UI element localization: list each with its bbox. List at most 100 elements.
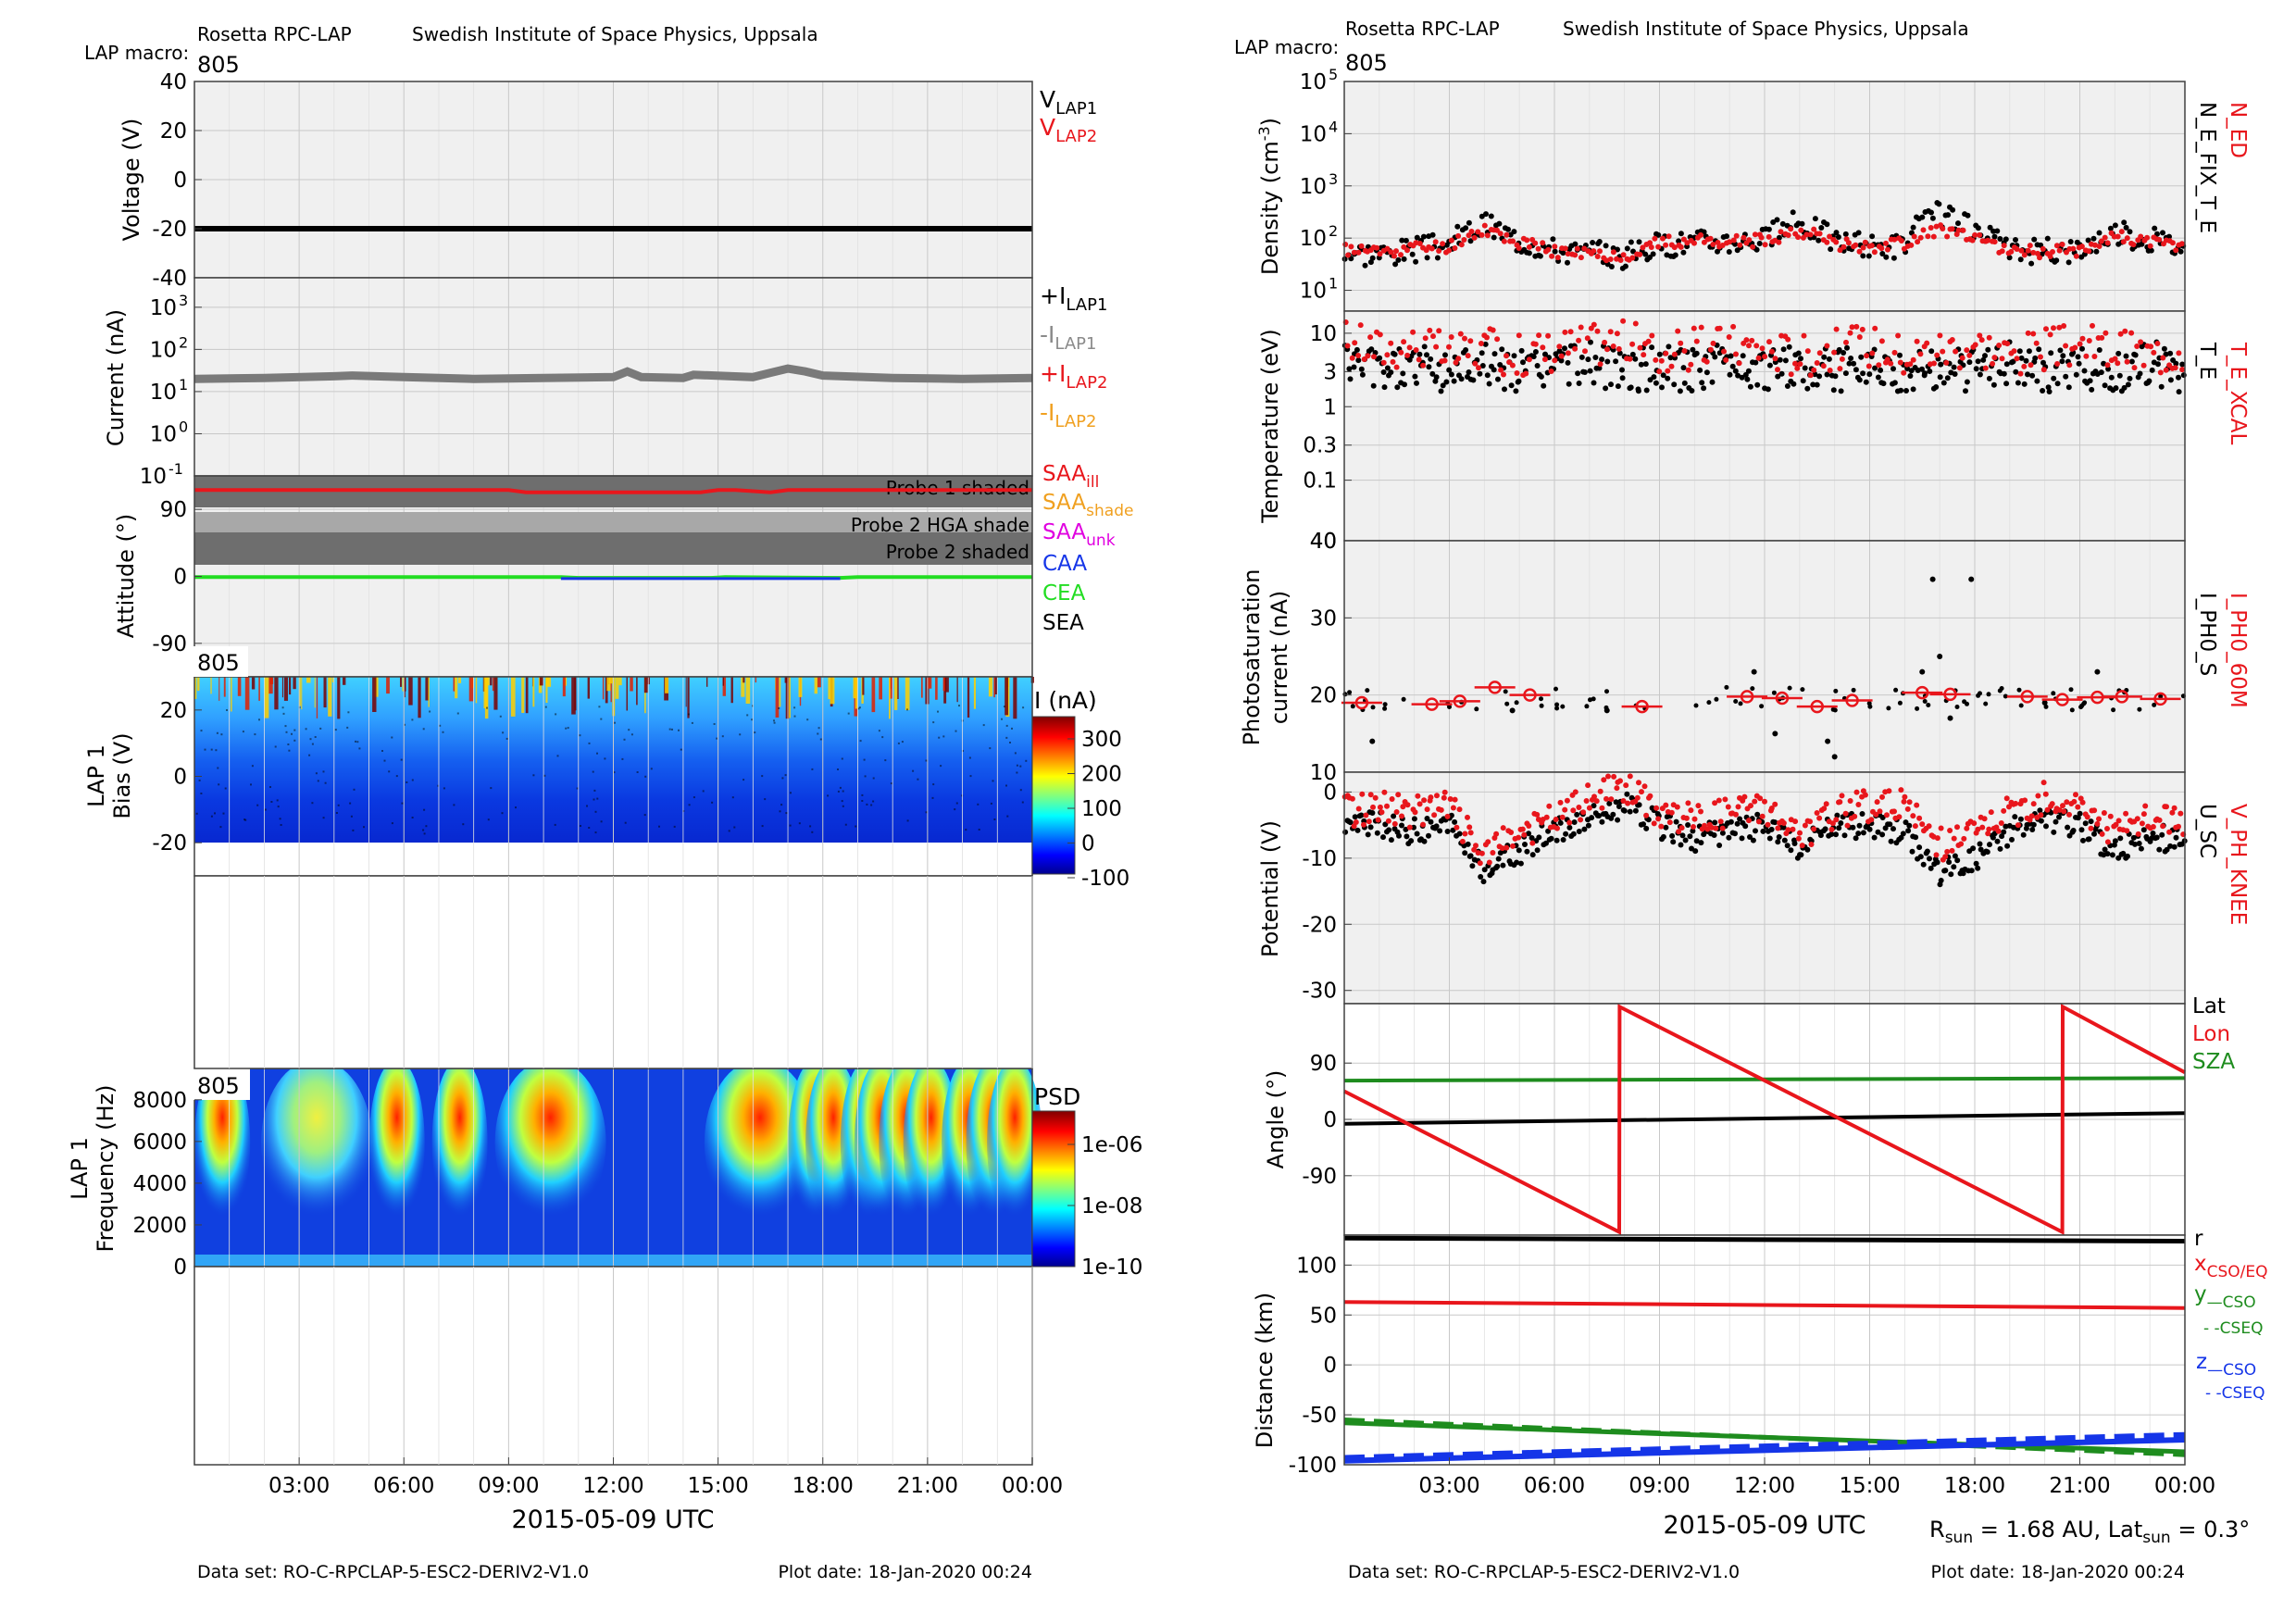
bias-speck <box>872 777 875 780</box>
data-point <box>2096 347 2103 353</box>
data-point <box>1879 251 1886 256</box>
data-point <box>2127 375 2133 381</box>
current-series-ilap1 <box>193 364 1033 383</box>
data-point <box>1709 379 1716 385</box>
bias-speck <box>623 738 626 741</box>
bias-ylabel-line1: LAP 1 <box>83 744 109 807</box>
data-point <box>2078 827 2085 833</box>
data-point <box>1401 339 1407 345</box>
data-point <box>1361 821 1366 828</box>
bias-speck <box>291 732 293 735</box>
data-point <box>1685 822 1691 828</box>
data-point <box>1436 248 1442 254</box>
data-point <box>2088 825 2094 831</box>
bias-speck <box>576 787 579 790</box>
data-point <box>1653 805 1660 811</box>
ph-point <box>1603 705 1609 710</box>
data-point <box>2016 348 2023 355</box>
bias-streak <box>665 677 669 693</box>
ph-mean-marker <box>1915 685 1929 700</box>
data-point <box>1997 236 2003 242</box>
ph-point <box>1504 701 1510 706</box>
bias-speck <box>1005 736 1008 739</box>
data-point <box>2112 356 2118 362</box>
data-point <box>1839 356 1845 362</box>
bias-speck <box>204 748 206 751</box>
data-point <box>1750 837 1756 843</box>
bias-speck <box>600 718 603 720</box>
data-point <box>2113 821 2119 828</box>
data-point <box>2109 852 2115 858</box>
data-point <box>2091 831 2097 837</box>
distance-series-z-cseq <box>1343 1431 2186 1461</box>
data-point <box>1829 820 1836 827</box>
data-point <box>1910 386 1916 393</box>
ytick-exponent: 3 <box>179 292 188 309</box>
data-point <box>1666 819 1673 826</box>
data-point <box>1758 234 1765 241</box>
data-point <box>1910 356 1916 363</box>
data-point <box>1732 368 1739 374</box>
data-point <box>1585 356 1591 363</box>
bias-speck <box>1001 718 1003 720</box>
data-point <box>1798 356 1803 362</box>
data-point <box>1780 824 1787 831</box>
potential-ylabel: Potential (V) <box>1257 820 1283 957</box>
data-point <box>1402 381 1407 388</box>
bias-speck <box>604 757 606 760</box>
data-point <box>2001 370 2007 377</box>
bias-speck <box>989 747 992 750</box>
data-point <box>1643 812 1650 818</box>
data-point <box>1481 867 1488 873</box>
data-point <box>1429 245 1435 252</box>
bias-speck <box>242 731 244 733</box>
data-point <box>1342 242 1349 247</box>
data-point <box>1794 365 1801 371</box>
data-point <box>1553 817 1559 822</box>
data-point <box>1404 833 1410 840</box>
data-point <box>2013 369 2019 375</box>
data-point <box>2142 803 2149 809</box>
xtick-label: 09:00 <box>1628 1474 1690 1498</box>
data-point <box>1529 840 1536 846</box>
ph-point <box>1706 700 1712 706</box>
data-point <box>1741 793 1748 800</box>
current-legend-plus-ilap1: +ILAP1 <box>1040 282 1107 315</box>
bias-yticks: 200-20 <box>152 699 202 856</box>
bias-streak <box>687 677 690 718</box>
data-point <box>1529 835 1535 841</box>
data-point <box>1406 344 1413 351</box>
data-point <box>2029 372 2036 379</box>
bias-streak <box>293 677 296 690</box>
data-point <box>1768 348 1775 355</box>
data-point <box>1603 243 1609 249</box>
data-point <box>2003 823 2009 830</box>
bias-speck <box>592 770 594 773</box>
data-point <box>1452 245 1458 251</box>
ytick-label: 2000 <box>132 1214 187 1238</box>
bias-speck <box>857 707 860 710</box>
data-point <box>1681 348 1688 354</box>
data-point <box>1391 351 1398 357</box>
data-point <box>1576 829 1582 834</box>
data-point <box>2166 829 2173 835</box>
bias-speck <box>195 812 198 815</box>
data-point <box>1588 339 1593 345</box>
bias-streak <box>574 677 577 711</box>
data-point <box>1716 797 1722 804</box>
bias-streak <box>493 677 498 710</box>
bias-speck <box>901 741 904 743</box>
data-point <box>1985 237 1991 244</box>
bias-speck <box>322 770 325 773</box>
data-point <box>2042 791 2049 797</box>
data-point <box>1737 242 1743 248</box>
data-point <box>1495 376 1501 382</box>
data-point <box>1676 238 1682 244</box>
ph-point <box>1968 576 1975 582</box>
bias-streak <box>798 677 803 697</box>
ytick-label: 0.1 <box>1303 469 1337 493</box>
data-point <box>1393 809 1400 815</box>
data-point <box>1589 815 1595 821</box>
data-point <box>1900 831 1906 837</box>
